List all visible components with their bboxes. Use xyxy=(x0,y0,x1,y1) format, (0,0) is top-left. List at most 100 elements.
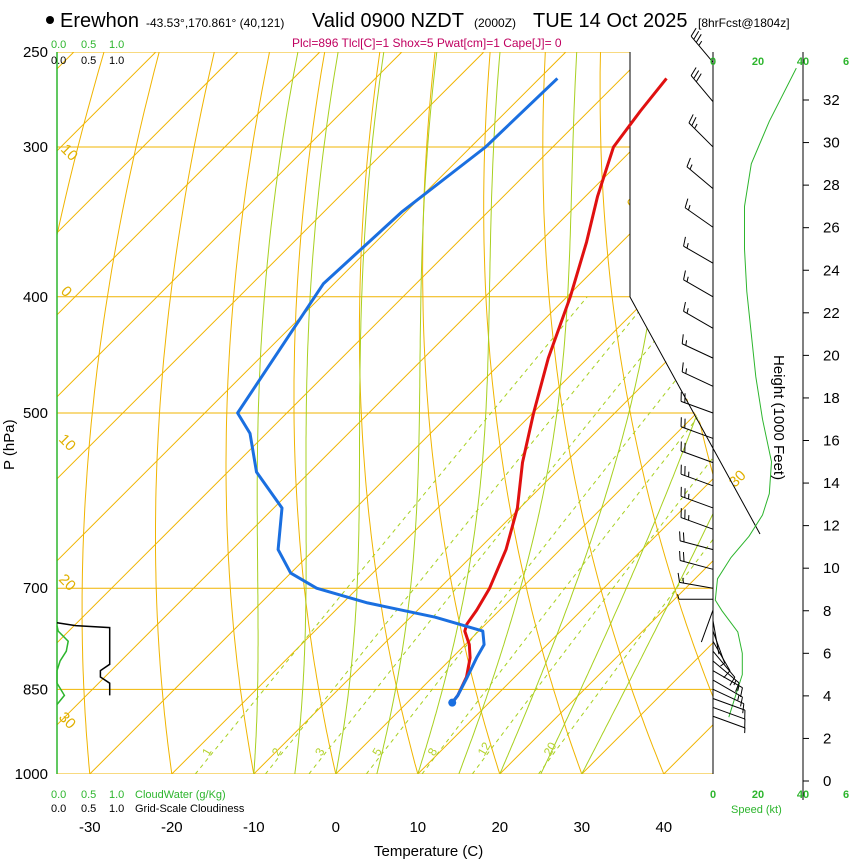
wind-barb xyxy=(712,650,736,686)
wind-barb-half-feather xyxy=(686,276,689,282)
wind-barb-feather xyxy=(740,696,743,707)
wind-barb xyxy=(680,508,714,530)
dry-adiabat xyxy=(155,52,215,774)
speed-axis-title: Speed (kt) xyxy=(731,804,782,816)
wind-barb-half-feather xyxy=(737,694,740,701)
pressure-tick-label: 850 xyxy=(23,681,48,698)
isotherm-line xyxy=(581,642,713,774)
wind-barb-feather xyxy=(695,73,702,82)
mixing-ratio-line xyxy=(365,332,713,774)
pressure-tick-label: 700 xyxy=(23,580,48,597)
wind-barb-staff xyxy=(680,400,714,414)
speed-top-tick: 20 xyxy=(752,56,764,68)
wind-barb xyxy=(680,441,714,464)
height-tick-label: 14 xyxy=(823,475,840,492)
isotherm-label: 0 xyxy=(57,283,75,301)
wind-barb-staff xyxy=(683,245,714,264)
speed-bottom-tick: 20 xyxy=(752,789,764,801)
wind-barb-feather xyxy=(681,362,684,372)
height-tick-label: 12 xyxy=(823,518,840,535)
mixing-ratio-labels: 1 2 3 5 8 12 20 xyxy=(199,739,560,758)
sounding-series xyxy=(236,77,668,707)
temperature-line xyxy=(451,77,668,704)
wind-barb xyxy=(683,301,714,329)
cloudiness-top-tick: 0.0 xyxy=(51,55,66,67)
height-tick-label: 32 xyxy=(823,92,840,109)
station-location: -43.53°,170.861° (40,121) xyxy=(146,16,284,30)
speed-top-tick: 6 xyxy=(843,56,849,68)
height-tick-label: 30 xyxy=(823,135,840,152)
wind-barb xyxy=(712,660,740,692)
wind-barb-feather xyxy=(742,703,745,714)
wind-barb-staff xyxy=(681,371,714,387)
isotherm-line xyxy=(253,314,713,774)
height-tick-label: 20 xyxy=(823,347,840,364)
cloud-water-bottom-tick: 0.5 xyxy=(81,789,96,801)
cloud-water-top-tick: 0.0 xyxy=(51,39,66,51)
cloudiness-bottom-tick: 1.0 xyxy=(109,803,124,815)
wind-barb xyxy=(683,270,714,298)
dry-adiabat xyxy=(599,52,713,699)
mixing-ratio-label: 1 xyxy=(199,745,215,758)
x-tick-label: -10 xyxy=(243,819,265,836)
speed-layer xyxy=(714,67,797,718)
wind-barb-staff xyxy=(712,715,746,729)
height-tick-label: 6 xyxy=(823,645,831,662)
wind-barb-staff xyxy=(683,279,714,298)
wind-barb-staff xyxy=(712,670,743,689)
wind-barb xyxy=(712,620,720,655)
height-tick-label: 18 xyxy=(823,390,840,407)
x-tick-label: -30 xyxy=(79,819,101,836)
wind-barb xyxy=(684,198,714,228)
x-axis-title: Temperature (C) xyxy=(374,843,483,860)
height-tick-label: 28 xyxy=(823,177,840,194)
isotherm-label: 10 xyxy=(55,431,79,455)
wind-barb-feather xyxy=(683,301,686,312)
wind-barb xyxy=(681,334,714,359)
wind-barb-staff xyxy=(690,35,714,63)
forecast-date: TUE 14 Oct 2025 xyxy=(533,10,688,32)
wind-barb-feather xyxy=(740,687,743,698)
x-axis-ticks: -30 -20 -10 0 10 20 30 40 xyxy=(79,819,672,836)
dewpoint-line xyxy=(236,77,559,704)
dry-adiabat xyxy=(225,52,270,774)
pressure-tick-label: 1000 xyxy=(15,766,48,783)
wind-barb-half-feather xyxy=(733,680,737,686)
moist-adiabat xyxy=(335,52,385,774)
isotherm-label: 10 xyxy=(57,141,81,165)
wind-barb-staff xyxy=(712,620,720,655)
cloud-water-bottom-tick: 0.0 xyxy=(51,789,66,801)
speed-top-tick: 0 xyxy=(710,56,716,68)
wind-barb-feather xyxy=(682,552,685,562)
wind-barb xyxy=(690,27,714,63)
isotherm-label: 20 xyxy=(55,571,79,595)
mixing-ratio-label: 12 xyxy=(475,739,494,758)
forecast-hour: [8hrFcst@1804z] xyxy=(698,16,790,30)
mixing-ratio-label: 5 xyxy=(369,745,385,758)
wind-barb xyxy=(690,67,714,102)
wind-barb xyxy=(683,236,714,264)
wind-barb-feather xyxy=(695,34,702,43)
wind-barbs xyxy=(677,27,746,734)
x-tick-label: 20 xyxy=(491,819,508,836)
mixing-ratio-label: 3 xyxy=(312,745,328,758)
mixing-ratio-line xyxy=(471,456,713,774)
wind-barb-half-feather xyxy=(686,242,689,249)
dry-adiabat xyxy=(422,52,501,774)
x-tick-label: 30 xyxy=(573,819,590,836)
wind-barb-staff xyxy=(712,679,743,698)
height-tick-label: 16 xyxy=(823,433,840,450)
wind-barb-staff xyxy=(712,660,740,684)
mixing-ratio-label: 8 xyxy=(425,745,441,758)
wind-barb-staff xyxy=(679,581,714,589)
background-lines xyxy=(57,52,713,774)
isotherm-line xyxy=(57,52,649,644)
wind-barb xyxy=(712,697,746,720)
station-name: Erewhon xyxy=(60,10,139,32)
pressure-tick-label: 300 xyxy=(23,139,48,156)
wind-barb-feather xyxy=(690,27,697,37)
wind-barb-staff xyxy=(680,560,714,570)
wind-barb-feather xyxy=(686,157,691,167)
